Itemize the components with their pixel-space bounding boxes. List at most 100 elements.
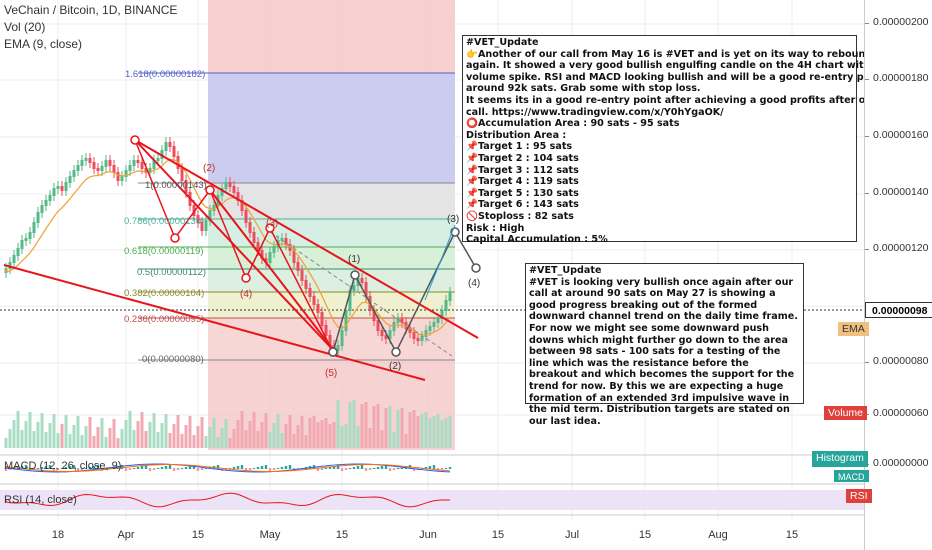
macd-histogram-bar: [204, 468, 208, 469]
note-line: 👉Another of our call from May 16 is #VET…: [466, 48, 907, 60]
volume-bar: [52, 414, 56, 448]
volume-bar: [368, 428, 372, 448]
fib-zone-0786: [208, 219, 455, 247]
volume-bar: [20, 430, 24, 448]
wave-label-4-right: (4): [468, 278, 481, 289]
macd-tick: 0.00000000: [864, 457, 929, 469]
candle-body: [296, 262, 300, 271]
volume-indicator-label[interactable]: Vol (20): [4, 20, 46, 34]
note-line: #VET is looking very bullish once again …: [529, 276, 798, 427]
volume-bar: [176, 415, 180, 448]
volume-bar: [240, 411, 244, 448]
ema-badge: EMA: [838, 322, 869, 336]
time-tick: Aug: [708, 529, 728, 541]
volume-bar: [76, 416, 80, 448]
wave-point: [391, 347, 401, 357]
candle-body: [248, 222, 252, 233]
analysis-note-2[interactable]: #VET_Update #VET is looking very bullish …: [525, 263, 804, 427]
volume-bar: [292, 434, 296, 448]
candle-body: [424, 330, 428, 337]
macd-histogram-bar: [392, 468, 396, 470]
macd-histogram-bar: [120, 465, 124, 469]
volume-bar: [164, 414, 168, 448]
macd-histogram-bar: [192, 465, 196, 469]
macd-histogram-bar: [352, 467, 356, 469]
macd-histogram-bar: [448, 467, 452, 469]
macd-histogram-bar: [256, 467, 260, 469]
candle-body: [40, 205, 44, 213]
volume-bar: [340, 426, 344, 448]
rsi-line: [5, 492, 451, 508]
volume-bar: [312, 416, 316, 448]
candle-body: [264, 258, 268, 263]
volume-bar: [136, 421, 140, 448]
volume-bar: [48, 423, 52, 448]
candle-body: [44, 200, 48, 206]
rsi-indicator-label[interactable]: RSI (14, close): [4, 494, 77, 506]
macd-histogram-bar: [444, 468, 448, 469]
volume-bar: [204, 436, 208, 448]
macd-indicator-label[interactable]: MACD (12, 26, close, 9): [4, 460, 122, 472]
price-tick: 0.00000140: [864, 186, 929, 198]
candle-body: [32, 222, 36, 233]
candle-body: [140, 162, 144, 169]
candle-body: [328, 335, 332, 346]
candle-body: [344, 310, 348, 331]
volume-bar: [60, 424, 64, 448]
volume-bar: [272, 423, 276, 448]
projection-line: [424, 224, 456, 301]
volume-bar: [280, 433, 284, 448]
chart-area[interactable]: VeChain / Bitcoin, 1D, BINANCE Vol (20) …: [0, 0, 911, 550]
macd-histogram-bar: [356, 466, 360, 469]
macd-histogram-bar: [172, 468, 176, 471]
wave-label-4-left: (4): [240, 289, 253, 300]
candle-body: [8, 262, 12, 269]
wave-point: [241, 273, 251, 283]
candle-body: [292, 250, 296, 263]
volume-bar: [152, 413, 156, 448]
candle-body: [144, 168, 148, 173]
candle-body: [220, 188, 224, 196]
macd-histogram-bar: [384, 465, 388, 469]
price-axis[interactable]: 0.00000200 0.00000180 0.00000160 0.00000…: [864, 0, 932, 550]
macd-histogram-bar: [64, 467, 68, 469]
time-tick: May: [259, 529, 281, 541]
volume-bar: [260, 422, 264, 448]
fib-zone-1: [208, 183, 455, 219]
macd-histogram-bar: [40, 467, 44, 469]
volume-bar: [56, 433, 60, 448]
analysis-note-1[interactable]: #VET_Update 👉Another of our call from May…: [462, 35, 911, 245]
macd-histogram-bar: [400, 467, 404, 469]
time-tick: 15: [638, 529, 652, 541]
volume-bar: [380, 430, 384, 448]
ema-indicator-label[interactable]: EMA (9, close): [4, 37, 83, 51]
candle-body: [244, 210, 248, 223]
wave-label-5: (5): [325, 368, 338, 379]
macd-histogram-bar: [340, 468, 344, 471]
macd-histogram-bar: [144, 465, 148, 469]
candle-body: [372, 310, 376, 321]
fib-label-0: 0(0.00000080): [142, 354, 204, 365]
volume-bar: [36, 422, 40, 448]
candle-body: [84, 158, 88, 161]
volume-bar: [68, 434, 72, 448]
candle-body: [240, 200, 244, 211]
volume-bar: [16, 411, 20, 448]
macd-histogram-bar: [168, 465, 172, 469]
candle-body: [36, 212, 40, 223]
time-tick: 15: [335, 529, 349, 541]
note-line: 📌Target 6 : 143 sats: [466, 199, 579, 211]
candle-body: [172, 146, 176, 157]
macd-histogram-bar: [324, 468, 328, 469]
volume-bar: [224, 419, 228, 448]
note-line: 📌Target 2 : 104 sats: [466, 152, 579, 164]
wave-point: [170, 233, 180, 243]
histogram-badge: Histogram: [812, 451, 868, 467]
volume-bar: [392, 432, 396, 448]
volume-bar: [228, 438, 232, 448]
candle-body: [384, 335, 388, 339]
wave-label-2-left: (2): [203, 163, 216, 174]
price-chart-svg[interactable]: [0, 0, 864, 550]
macd-histogram-bar: [276, 468, 280, 469]
macd-histogram-bar: [164, 466, 168, 469]
